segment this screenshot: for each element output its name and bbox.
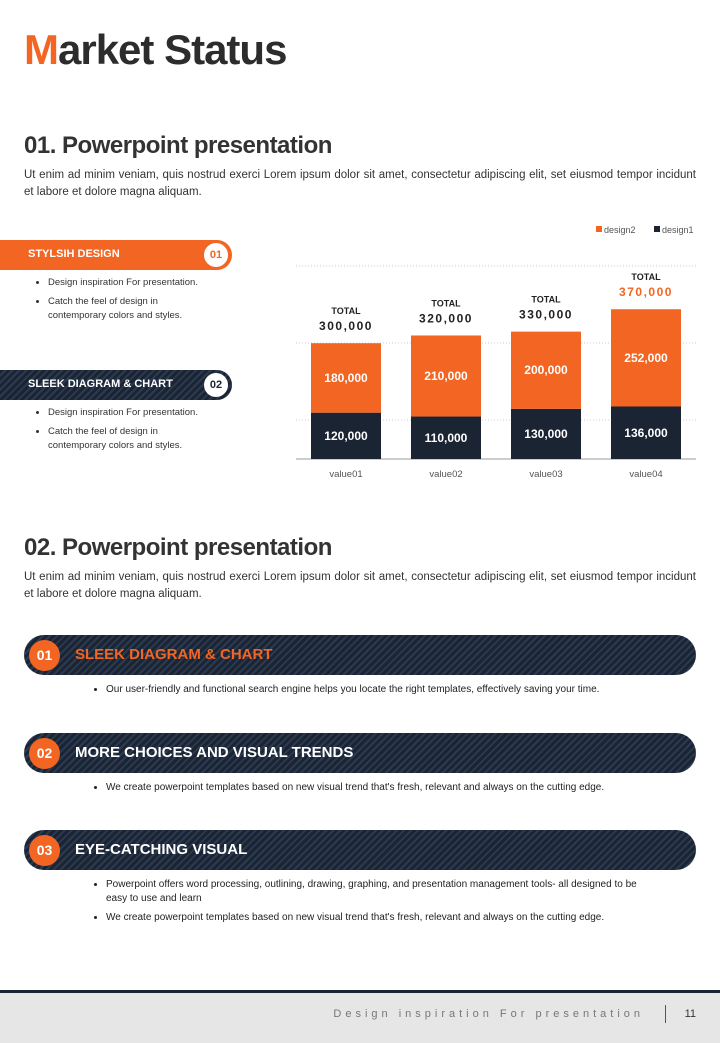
total-label: 330,000 xyxy=(519,308,573,322)
total-label: 300,000 xyxy=(319,319,373,333)
total-title: TOTAL xyxy=(331,306,361,316)
chart: design2 design1 120,000 180,000 TOTAL 300,000… xyxy=(296,225,696,480)
value-label: 210,000 xyxy=(424,369,468,383)
bar-segment xyxy=(311,412,381,459)
section-heading: 01. Powerpoint presentation xyxy=(24,132,332,159)
band-title: MORE CHOICES AND VISUAL TRENDS xyxy=(75,744,354,761)
x-tick-label: value03 xyxy=(529,469,562,480)
total-title: TOTAL xyxy=(631,272,661,282)
page-number: 11 xyxy=(684,1008,696,1020)
side-num: 01 xyxy=(204,243,228,267)
side-item: STYLSIH DESIGN 01 xyxy=(0,240,232,270)
value-label: 200,000 xyxy=(524,363,568,377)
band: 01 SLEEK DIAGRAM & CHART xyxy=(24,635,696,675)
value-label: 252,000 xyxy=(624,351,668,365)
bar-segment xyxy=(511,408,581,459)
legend-swatch xyxy=(596,226,602,232)
section-text: Ut enim ad minim veniam, quis nostrud ex… xyxy=(24,571,696,600)
bullet: Our user-friendly and functional search … xyxy=(106,683,648,697)
band-num: 03 xyxy=(29,835,60,866)
band-bullets: Powerpoint offers word processing, outli… xyxy=(88,878,648,930)
total-label: 320,000 xyxy=(419,311,473,325)
band: 02 MORE CHOICES AND VISUAL TRENDS xyxy=(24,733,696,773)
x-tick-label: value02 xyxy=(429,469,462,480)
footer-text: Design inspiration For presentation xyxy=(333,1008,644,1020)
side-label: STYLSIH DESIGN xyxy=(28,248,120,260)
value-label: 136,000 xyxy=(624,426,668,440)
bullet: Design inspiration For presentation. xyxy=(48,276,200,290)
side-item: SLEEK DIAGRAM & CHART 02 xyxy=(0,370,232,400)
bar-segment xyxy=(511,331,581,409)
divider xyxy=(665,1005,666,1023)
total-label: 370,000 xyxy=(619,285,673,299)
page-title: Market Status xyxy=(24,26,287,73)
bullet: We create powerpoint templates based on … xyxy=(106,911,648,925)
bar-segment xyxy=(411,335,481,417)
bar-segment xyxy=(611,406,681,459)
side-bullets: Design inspiration For presentation. Cat… xyxy=(30,276,200,328)
band-title: SLEEK DIAGRAM & CHART xyxy=(75,646,273,663)
band-bullets: We create powerpoint templates based on … xyxy=(88,781,648,800)
bullet: Design inspiration For presentation. xyxy=(48,406,200,420)
value-label: 120,000 xyxy=(324,429,368,443)
bullet: Powerpoint offers word processing, outli… xyxy=(106,878,648,906)
total-title: TOTAL xyxy=(531,295,561,305)
bar-segment xyxy=(411,416,481,459)
bar-segment xyxy=(611,309,681,407)
bullet: Catch the feel of design in contemporary… xyxy=(48,425,200,453)
bullet: We create powerpoint templates based on … xyxy=(106,781,648,795)
value-label: 110,000 xyxy=(425,431,468,445)
side-bullets: Design inspiration For presentation. Cat… xyxy=(30,406,200,458)
legend-label: design1 xyxy=(662,225,694,235)
value-label: 130,000 xyxy=(524,427,568,441)
x-tick-label: value04 xyxy=(629,469,662,480)
bullet: Catch the feel of design in contemporary… xyxy=(48,295,200,323)
legend-swatch xyxy=(654,226,660,232)
section-text: Ut enim ad minim veniam, quis nostrud ex… xyxy=(24,169,696,198)
x-tick-label: value01 xyxy=(329,469,362,480)
total-title: TOTAL xyxy=(431,298,461,308)
footer: Design inspiration For presentation 11 xyxy=(0,990,720,1043)
bar-segment xyxy=(311,343,381,413)
band: 03 EYE-CATCHING VISUAL xyxy=(24,830,696,870)
band-num: 02 xyxy=(29,738,60,769)
band-title: EYE-CATCHING VISUAL xyxy=(75,841,248,858)
side-num: 02 xyxy=(204,373,228,397)
section-heading: 02. Powerpoint presentation xyxy=(24,534,332,561)
legend-label: design2 xyxy=(604,225,636,235)
value-label: 180,000 xyxy=(324,371,368,385)
side-label: SLEEK DIAGRAM & CHART xyxy=(28,378,173,390)
band-bullets: Our user-friendly and functional search … xyxy=(88,683,648,702)
band-num: 01 xyxy=(29,640,60,671)
